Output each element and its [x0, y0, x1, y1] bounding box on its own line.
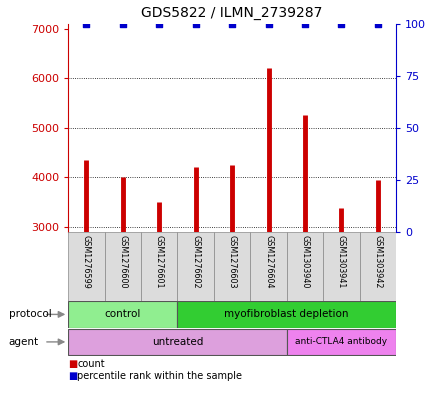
Text: ■: ■ — [68, 358, 77, 369]
Bar — [68, 329, 287, 355]
Bar — [68, 232, 105, 301]
Text: GSM1276603: GSM1276603 — [227, 235, 237, 288]
Bar — [177, 301, 396, 328]
Bar — [141, 232, 177, 301]
Bar — [287, 232, 323, 301]
Text: percentile rank within the sample: percentile rank within the sample — [77, 371, 242, 381]
Bar — [68, 301, 177, 328]
Bar — [214, 232, 250, 301]
Text: GSM1303941: GSM1303941 — [337, 235, 346, 288]
Text: count: count — [77, 358, 105, 369]
Point — [301, 20, 308, 27]
Point — [265, 20, 272, 27]
Point — [374, 20, 381, 27]
Text: GSM1303942: GSM1303942 — [373, 235, 382, 288]
Text: agent: agent — [9, 337, 39, 347]
Text: GSM1276599: GSM1276599 — [82, 235, 91, 288]
Text: control: control — [105, 309, 141, 320]
Bar — [359, 232, 396, 301]
Text: ■: ■ — [68, 371, 77, 381]
Text: GSM1276604: GSM1276604 — [264, 235, 273, 288]
Bar — [105, 232, 141, 301]
Text: anti-CTLA4 antibody: anti-CTLA4 antibody — [295, 338, 388, 346]
Text: myofibroblast depletion: myofibroblast depletion — [224, 309, 349, 320]
Title: GDS5822 / ILMN_2739287: GDS5822 / ILMN_2739287 — [141, 6, 323, 20]
Bar — [250, 232, 287, 301]
Bar — [287, 329, 396, 355]
Text: GSM1276602: GSM1276602 — [191, 235, 200, 288]
Text: GSM1276601: GSM1276601 — [155, 235, 164, 288]
Text: protocol: protocol — [9, 309, 51, 320]
Text: GSM1276600: GSM1276600 — [118, 235, 127, 288]
Point — [192, 20, 199, 27]
Point — [119, 20, 126, 27]
Bar — [323, 232, 359, 301]
Bar — [177, 232, 214, 301]
Point — [83, 20, 90, 27]
Text: GSM1303940: GSM1303940 — [301, 235, 309, 288]
Point — [338, 20, 345, 27]
Point — [156, 20, 163, 27]
Point — [229, 20, 236, 27]
Text: untreated: untreated — [152, 337, 203, 347]
